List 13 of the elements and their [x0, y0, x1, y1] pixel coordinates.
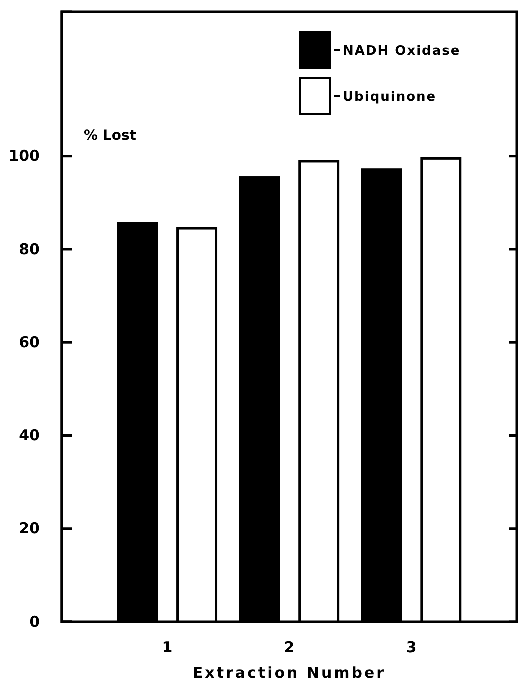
- x-axis-title: Extraction Number: [192, 664, 386, 682]
- y-tick-label: 100: [8, 147, 40, 166]
- y-tick-label: 40: [19, 426, 40, 445]
- y-tick-label: 0: [30, 612, 40, 631]
- x-tick-label: 3: [406, 638, 417, 657]
- x-tick-label: 2: [284, 638, 295, 657]
- y-tick-label: 60: [19, 333, 40, 352]
- y-axis-title: % Lost: [84, 128, 137, 144]
- legend-label: Ubiquinone: [343, 90, 437, 105]
- x-tick-label: 1: [162, 638, 173, 657]
- legend-label: NADH Oxidase: [343, 44, 461, 59]
- y-tick-label: 20: [19, 520, 40, 538]
- y-tick-label: 80: [19, 240, 40, 258]
